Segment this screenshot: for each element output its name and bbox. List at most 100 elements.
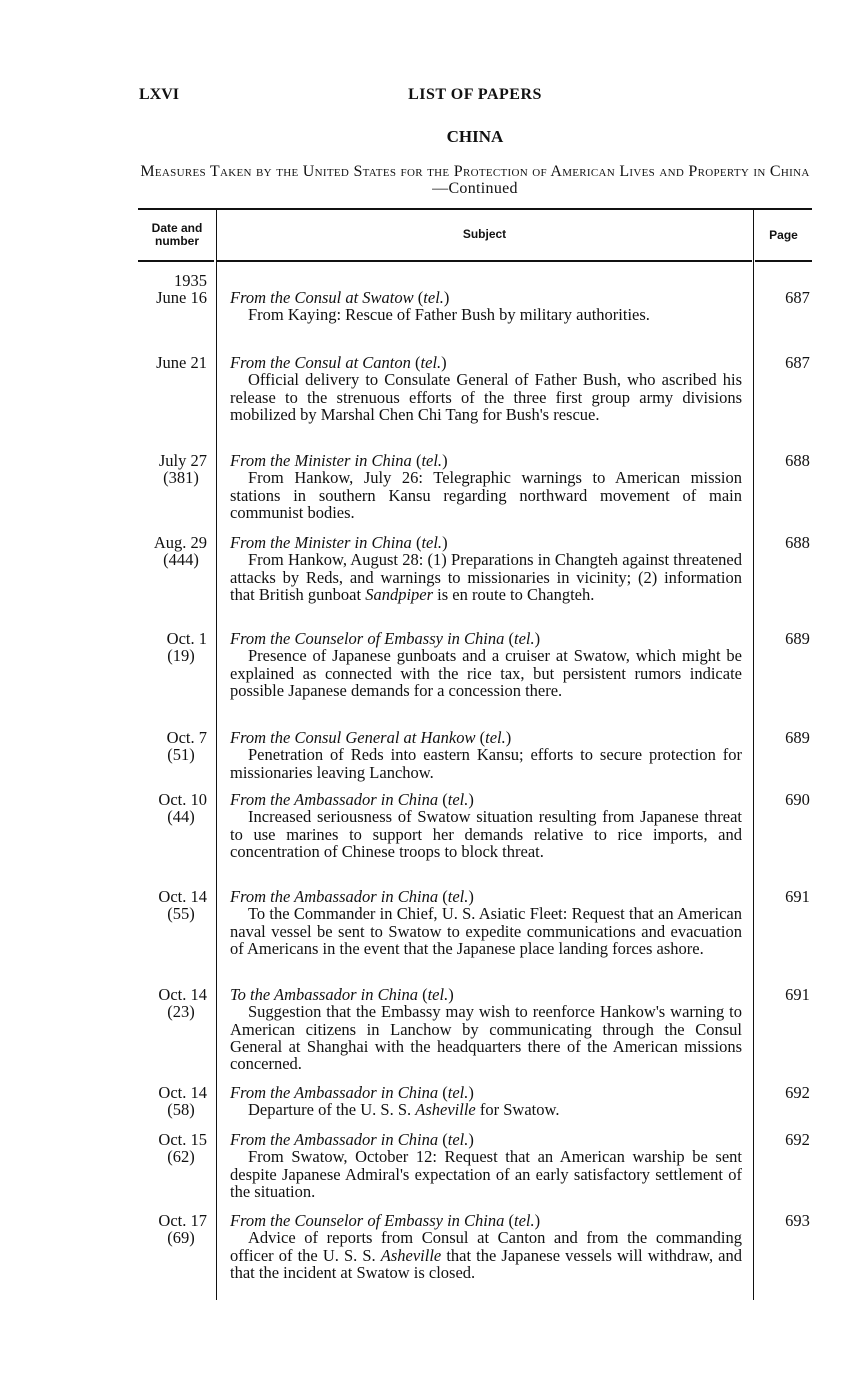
entry-subject: From the Consul at Swatow (tel.) From Kay… bbox=[230, 289, 742, 324]
date-text: Oct. 14 bbox=[158, 887, 207, 906]
entry-date: Oct. 15 (62) bbox=[137, 1131, 207, 1166]
vessel-name: Asheville bbox=[380, 1245, 442, 1265]
entry-heading: From the Ambassador in China (tel.) bbox=[230, 1083, 474, 1102]
entry-heading: From the Ambassador in China (tel.) bbox=[230, 790, 474, 809]
entry-page: 687 bbox=[785, 288, 810, 307]
entry-body: Increased seriousness of Swatow situatio… bbox=[230, 808, 742, 860]
entry-subject: From the Ambassador in China (tel.) To th… bbox=[230, 888, 742, 957]
entry-body: Presence of Japanese gunboats and a crui… bbox=[230, 647, 742, 699]
telegram-marker: tel. bbox=[421, 533, 443, 552]
telegram-marker: tel. bbox=[421, 451, 443, 470]
caption-text: Measures Taken by the United States for … bbox=[140, 163, 810, 180]
document-number: (19) bbox=[167, 646, 195, 666]
body-text: To the Commander in Chief, U. S. Asiatic… bbox=[230, 904, 742, 958]
entry-heading: From the Counselor of Embassy in China (… bbox=[230, 1211, 541, 1230]
entry-subject: From the Minister in China (tel.) From Ha… bbox=[230, 534, 742, 603]
body-text: From Kaying: Rescue of Father Bush by mi… bbox=[248, 305, 650, 325]
document-number: (55) bbox=[167, 904, 195, 924]
body-text: Departure of the U. S. S. bbox=[248, 1100, 416, 1120]
document-number: (381) bbox=[163, 468, 199, 488]
body-text: From Hankow, August 28: (1) Preparations… bbox=[230, 550, 742, 604]
entry-page: 688 bbox=[785, 533, 810, 552]
entry-from: From the Counselor of Embassy in China bbox=[230, 1211, 505, 1230]
entry-from: From the Ambassador in China bbox=[230, 790, 439, 809]
entry-heading: From the Consul General at Hankow (tel.) bbox=[230, 728, 512, 747]
entry-body: From Kaying: Rescue of Father Bush by mi… bbox=[230, 306, 742, 323]
entry-from: From the Consul at Swatow bbox=[230, 288, 414, 307]
date-text: Oct. 7 bbox=[166, 728, 207, 747]
date-text: June 16 bbox=[156, 288, 207, 307]
entry-body: From Hankow, August 28: (1) Preparations… bbox=[230, 551, 742, 603]
entry-body: Departure of the U. S. S. Asheville for … bbox=[230, 1101, 742, 1118]
entry-subject: From the Ambassador in China (tel.) From … bbox=[230, 1131, 742, 1200]
telegram-marker: tel. bbox=[427, 985, 449, 1004]
entry-date: Oct. 14 (23) bbox=[137, 986, 207, 1021]
entry-subject: From the Counselor of Embassy in China (… bbox=[230, 630, 742, 699]
entry-subject: To the Ambassador in China (tel.) Suggest… bbox=[230, 985, 742, 1073]
entry-page: 688 bbox=[785, 451, 810, 470]
entry-from: From the Minister in China bbox=[230, 451, 412, 470]
entry-page: 693 bbox=[785, 1211, 810, 1230]
column-header-subject: Subject bbox=[462, 227, 507, 241]
entry-date: Oct. 10 (44) bbox=[137, 791, 207, 826]
entry-from: From the Ambassador in China bbox=[230, 887, 439, 906]
entry-heading: From the Ambassador in China (tel.) bbox=[230, 887, 474, 906]
entry-page: 689 bbox=[785, 728, 810, 747]
header-rule-right bbox=[755, 260, 812, 262]
entry-from: From the Counselor of Embassy in China bbox=[230, 629, 505, 648]
body-text: Advice of reports from Consul at Canton … bbox=[230, 1228, 742, 1265]
entry-date: Oct. 14 (58) bbox=[137, 1084, 207, 1119]
date-text: July 27 bbox=[158, 451, 207, 470]
entry-date: Oct. 7 (51) bbox=[137, 729, 207, 764]
body-text: Increased seriousness of Swatow situatio… bbox=[230, 807, 742, 861]
date-text: Oct. 15 bbox=[158, 1130, 207, 1149]
telegram-marker: tel. bbox=[447, 887, 469, 906]
entry-heading: From the Minister in China (tel.) bbox=[230, 533, 448, 552]
document-number: (69) bbox=[167, 1228, 195, 1248]
running-title: LIST OF PAPERS bbox=[408, 86, 542, 103]
column-divider-left bbox=[216, 210, 217, 1300]
header-rule-left bbox=[138, 260, 214, 262]
table-caption: Measures Taken by the United States for … bbox=[138, 163, 812, 197]
entry-body: From Hankow, July 26: Telegraphic warnin… bbox=[230, 469, 742, 521]
telegram-marker: tel. bbox=[447, 790, 469, 809]
entry-body: From Swatow, October 12: Request that an… bbox=[230, 1148, 742, 1200]
entry-date: Oct. 17 (69) bbox=[137, 1212, 207, 1247]
entry-body: Suggestion that the Embassy may wish to … bbox=[230, 1003, 742, 1072]
vessel-name: Asheville bbox=[415, 1100, 476, 1120]
entry-page: 691 bbox=[785, 887, 810, 906]
body-text: Suggestion that the Embassy may wish to … bbox=[230, 1002, 742, 1074]
entry-heading: From the Consul at Canton (tel.) bbox=[230, 353, 447, 372]
entry-heading: From the Minister in China (tel.) bbox=[230, 451, 448, 470]
entry-subject: From the Ambassador in China (tel.) Depar… bbox=[230, 1084, 742, 1119]
entry-subject: From the Minister in China (tel.) From Ha… bbox=[230, 452, 742, 521]
date-text: June 21 bbox=[156, 353, 207, 372]
telegram-marker: tel. bbox=[447, 1130, 469, 1149]
entry-body: Official delivery to Consulate General o… bbox=[230, 371, 742, 423]
entry-page: 689 bbox=[785, 629, 810, 648]
entry-date: June 21 bbox=[137, 354, 207, 371]
telegram-marker: tel. bbox=[514, 1211, 535, 1230]
document-number: (51) bbox=[167, 745, 195, 765]
vessel-name: Sandpiper bbox=[365, 584, 434, 604]
entry-page: 687 bbox=[785, 353, 810, 372]
entry-page: 692 bbox=[785, 1130, 810, 1149]
document-number: (23) bbox=[167, 1002, 195, 1022]
document-number: (44) bbox=[167, 807, 195, 827]
top-rule bbox=[138, 208, 812, 210]
page-folio: LXVI bbox=[139, 86, 180, 103]
document-number: (444) bbox=[163, 550, 199, 570]
date-text: Oct. 10 bbox=[158, 790, 207, 809]
body-text: for Swatow. bbox=[475, 1100, 560, 1120]
entry-heading: To the Ambassador in China (tel.) bbox=[230, 985, 454, 1004]
date-text: Oct. 1 bbox=[166, 629, 207, 648]
date-text: Oct. 14 bbox=[158, 985, 207, 1004]
body-text: Official delivery to Consulate General o… bbox=[230, 370, 742, 424]
telegram-marker: tel. bbox=[514, 629, 535, 648]
document-number: (62) bbox=[167, 1147, 195, 1167]
entry-from: To the Ambassador in China bbox=[230, 985, 418, 1004]
telegram-marker: tel. bbox=[485, 728, 506, 747]
entry-page: 692 bbox=[785, 1083, 810, 1102]
entry-date: July 27 (381) bbox=[137, 452, 207, 487]
entry-page: 691 bbox=[785, 985, 810, 1004]
